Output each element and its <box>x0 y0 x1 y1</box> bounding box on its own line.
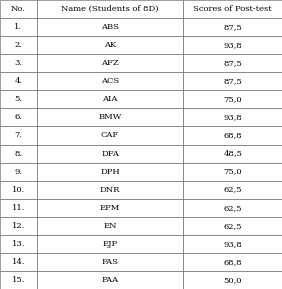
Bar <box>37 217 183 235</box>
Bar <box>0 127 37 144</box>
Bar <box>183 144 282 162</box>
Text: EPM: EPM <box>100 204 120 212</box>
Bar <box>37 144 183 162</box>
Text: 75,0: 75,0 <box>223 95 242 103</box>
Bar <box>0 54 37 72</box>
Bar <box>0 108 37 127</box>
Bar <box>37 127 183 144</box>
Text: 6.: 6. <box>14 113 22 121</box>
Text: DFA: DFA <box>101 149 119 158</box>
Text: DNR: DNR <box>100 186 120 194</box>
Bar <box>183 253 282 271</box>
Text: 62,5: 62,5 <box>223 204 242 212</box>
Bar <box>0 235 37 253</box>
Bar <box>0 199 37 217</box>
Bar <box>0 162 37 181</box>
Text: 10.: 10. <box>12 186 25 194</box>
Bar <box>183 72 282 90</box>
Text: AIA: AIA <box>102 95 118 103</box>
Bar <box>0 181 37 199</box>
Bar <box>0 90 37 108</box>
Bar <box>37 72 183 90</box>
Text: 68,8: 68,8 <box>223 131 242 140</box>
Text: 62,5: 62,5 <box>223 186 242 194</box>
Bar <box>37 108 183 127</box>
Text: 14.: 14. <box>12 258 25 266</box>
Bar <box>0 0 37 18</box>
Text: 9.: 9. <box>14 168 22 176</box>
Text: 48,5: 48,5 <box>223 149 242 158</box>
Bar <box>37 181 183 199</box>
Text: 3.: 3. <box>14 59 22 67</box>
Bar <box>37 253 183 271</box>
Text: 8.: 8. <box>14 149 22 158</box>
Bar <box>0 72 37 90</box>
Text: Name (Students of 8D): Name (Students of 8D) <box>61 5 159 13</box>
Text: DPH: DPH <box>100 168 120 176</box>
Bar <box>37 271 183 289</box>
Text: 13.: 13. <box>12 240 25 248</box>
Text: BMW: BMW <box>98 113 122 121</box>
Text: FAS: FAS <box>102 258 118 266</box>
Bar <box>183 235 282 253</box>
Text: 93,8: 93,8 <box>223 240 242 248</box>
Text: 87,5: 87,5 <box>223 23 242 31</box>
Bar <box>0 217 37 235</box>
Bar <box>183 0 282 18</box>
Text: 87,5: 87,5 <box>223 77 242 85</box>
Bar <box>183 127 282 144</box>
Text: ABS: ABS <box>101 23 119 31</box>
Bar <box>37 18 183 36</box>
Bar <box>183 108 282 127</box>
Text: 12.: 12. <box>12 222 25 230</box>
Text: 5.: 5. <box>14 95 22 103</box>
Bar <box>37 36 183 54</box>
Text: 75,0: 75,0 <box>223 168 242 176</box>
Text: 93,8: 93,8 <box>223 113 242 121</box>
Text: 11.: 11. <box>12 204 25 212</box>
Bar <box>37 54 183 72</box>
Bar <box>37 162 183 181</box>
Text: 7.: 7. <box>14 131 22 140</box>
Text: 62,5: 62,5 <box>223 222 242 230</box>
Bar <box>183 36 282 54</box>
Text: 68,8: 68,8 <box>223 258 242 266</box>
Bar <box>183 199 282 217</box>
Bar <box>183 90 282 108</box>
Text: No.: No. <box>11 5 26 13</box>
Bar <box>0 144 37 162</box>
Text: 87,5: 87,5 <box>223 59 242 67</box>
Text: 4.: 4. <box>14 77 22 85</box>
Bar <box>183 181 282 199</box>
Text: CAF: CAF <box>101 131 119 140</box>
Bar <box>183 271 282 289</box>
Bar <box>37 199 183 217</box>
Bar <box>37 90 183 108</box>
Bar <box>37 0 183 18</box>
Text: AFZ: AFZ <box>101 59 119 67</box>
Text: Scores of Post-test: Scores of Post-test <box>193 5 272 13</box>
Text: 93,8: 93,8 <box>223 41 242 49</box>
Bar <box>183 217 282 235</box>
Bar <box>183 54 282 72</box>
Bar <box>0 271 37 289</box>
Text: 1.: 1. <box>14 23 22 31</box>
Bar <box>37 235 183 253</box>
Text: EJP: EJP <box>102 240 118 248</box>
Bar <box>183 18 282 36</box>
Text: 15.: 15. <box>12 276 25 284</box>
Bar <box>183 162 282 181</box>
Text: 50,0: 50,0 <box>223 276 242 284</box>
Text: FAA: FAA <box>102 276 118 284</box>
Text: AK: AK <box>104 41 116 49</box>
Text: ACS: ACS <box>101 77 119 85</box>
Text: 2.: 2. <box>14 41 22 49</box>
Text: EN: EN <box>103 222 117 230</box>
Bar <box>0 36 37 54</box>
Bar <box>0 253 37 271</box>
Bar <box>0 18 37 36</box>
